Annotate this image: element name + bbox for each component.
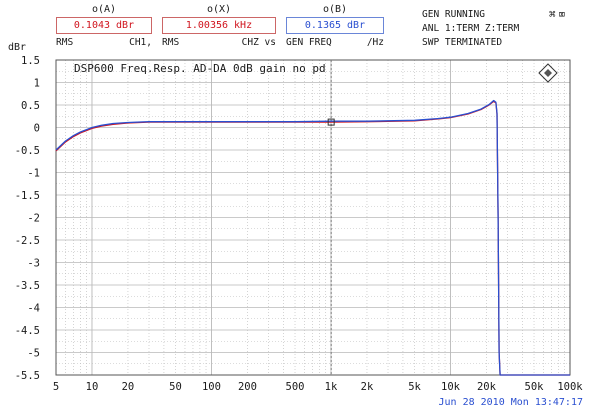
readout-b-mode: GEN FREQ /Hz bbox=[286, 36, 384, 49]
y-axis-unit: dBr bbox=[8, 42, 27, 53]
status-panel: GEN RUNNING ANL 1:TERM Z:TERM SWP TERMIN… bbox=[422, 8, 519, 50]
timestamp: Jun 28 2010 Mon 13:47:17 bbox=[438, 397, 584, 408]
x-tick-label: 200 bbox=[238, 381, 257, 393]
y-tick-label: -3 bbox=[27, 258, 40, 270]
window-icon[interactable]: ⌧ bbox=[558, 8, 569, 21]
x-tick-label: 500 bbox=[286, 381, 305, 393]
readout-a: o(A) 0.1043 dBr RMS CH1, bbox=[56, 4, 152, 49]
status-line-analyzer: ANL 1:TERM Z:TERM bbox=[422, 23, 520, 34]
chart-grid bbox=[55, 59, 571, 376]
x-tick-labels: 5 10 20 50 100 200 500 1k 2k 5k 10k 20k 50k 100k bbox=[53, 381, 583, 393]
status-line-generator: GEN RUNNING bbox=[422, 9, 485, 20]
x-tick-label: 20 bbox=[122, 381, 135, 393]
y-tick-label: -2.5 bbox=[15, 235, 40, 247]
x-tick-label: 100k bbox=[557, 381, 583, 393]
x-tick-label: 5k bbox=[408, 381, 421, 393]
x-tick-label: 100 bbox=[202, 381, 221, 393]
cursor-marker bbox=[327, 118, 335, 126]
y-tick-label: -5.5 bbox=[15, 370, 40, 382]
toolbar-icons[interactable]: ⌘⌧ bbox=[549, 8, 568, 21]
settings-icon[interactable]: ⌘ bbox=[549, 8, 559, 21]
x-tick-label: 10 bbox=[86, 381, 99, 393]
y-tick-label: 0.5 bbox=[21, 100, 40, 112]
readout-x-mode: RMS CHZ vs bbox=[162, 36, 276, 49]
readout-b-mode-1: GEN FREQ bbox=[286, 37, 332, 48]
trace-b bbox=[55, 99, 570, 376]
y-tick-labels: 1.5 1 0.5 0 -0.5 -1 -1.5 -2 -2.5 -3 -3.5 -4 -4.5 -5 -5… bbox=[15, 55, 40, 382]
readout-b: o(B) 0.1365 dBr GEN FREQ /Hz bbox=[286, 4, 384, 49]
y-tick-label: -1.5 bbox=[15, 190, 40, 202]
readout-x-caption: o(X) bbox=[206, 4, 232, 15]
x-tick-label: 2k bbox=[361, 381, 374, 393]
readout-x-mode-1: RMS bbox=[162, 37, 180, 48]
plot-frame bbox=[55, 59, 571, 376]
status-line-sweep: SWP TERMINATED bbox=[422, 37, 503, 48]
readout-a-mode-1: RMS bbox=[56, 37, 74, 48]
cursor-marker-box bbox=[327, 118, 335, 126]
y-tick-label: -5 bbox=[27, 348, 40, 360]
readout-a-mode: RMS CH1, bbox=[56, 36, 152, 49]
traces bbox=[55, 99, 570, 376]
y-tick-label: -4.5 bbox=[15, 325, 40, 337]
x-tick-label: 20k bbox=[477, 381, 497, 393]
x-tick-label: 5 bbox=[53, 381, 59, 393]
y-tick-label: 0 bbox=[34, 123, 40, 135]
readout-x-mode-2: CHZ vs bbox=[241, 37, 276, 48]
readout-b-caption: o(B) bbox=[322, 4, 348, 15]
y-tick-label: 1 bbox=[34, 78, 40, 90]
y-tick-label: -3.5 bbox=[15, 280, 40, 292]
readout-x: o(X) 1.00356 kHz RMS CHZ vs bbox=[162, 4, 276, 49]
x-tick-label: 50k bbox=[525, 381, 545, 393]
readout-b-value[interactable]: 0.1365 dBr bbox=[286, 17, 384, 34]
logo-diamond-core bbox=[544, 69, 552, 77]
y-tick-label: -2 bbox=[27, 213, 40, 225]
readout-a-value[interactable]: 0.1043 dBr bbox=[56, 17, 152, 34]
y-tick-label: 1.5 bbox=[21, 55, 40, 67]
x-tick-label: 10k bbox=[441, 381, 461, 393]
x-tick-label: 50 bbox=[169, 381, 182, 393]
readout-x-value[interactable]: 1.00356 kHz bbox=[162, 17, 276, 34]
readout-a-mode-2: CH1, bbox=[129, 37, 152, 48]
readout-a-caption: o(A) bbox=[91, 4, 117, 15]
readout-b-mode-2: /Hz bbox=[366, 37, 384, 48]
trace-a bbox=[55, 100, 570, 376]
x-tick-label: 1k bbox=[325, 381, 338, 393]
y-tick-label: -4 bbox=[27, 303, 40, 315]
y-tick-label: -0.5 bbox=[15, 145, 40, 157]
chart-title: DSP600 Freq.Resp. AD-DA 0dB gain no pd bbox=[74, 62, 326, 75]
logo-diamond-icon bbox=[538, 63, 558, 83]
y-tick-label: -1 bbox=[27, 168, 40, 180]
